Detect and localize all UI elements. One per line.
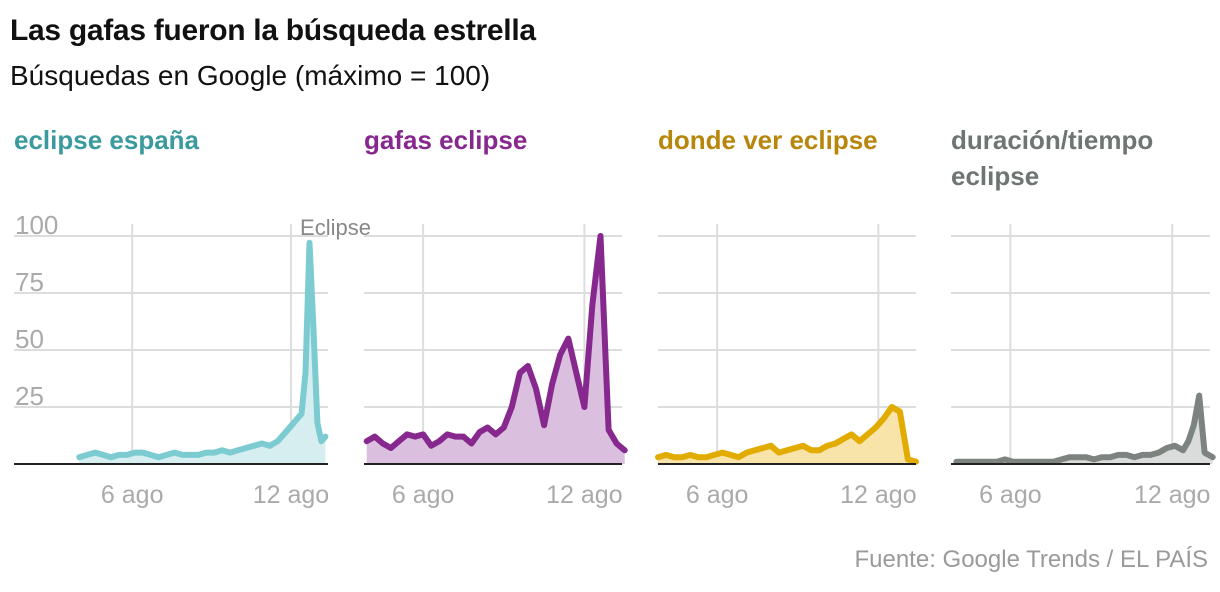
series-area bbox=[956, 395, 1213, 464]
x-tick-label: 12 ago bbox=[546, 481, 622, 509]
series-area bbox=[366, 236, 625, 464]
y-tick-label: 75 bbox=[15, 267, 44, 297]
chart-subtitle: Búsquedas en Google (máximo = 100) bbox=[10, 60, 491, 91]
series-area bbox=[79, 242, 326, 464]
source-note: Fuente: Google Trends / EL PAÍS bbox=[854, 546, 1208, 573]
panel-title-eclipse-espana: eclipse españa bbox=[14, 125, 199, 155]
x-tick-label: 6 ago bbox=[686, 481, 749, 509]
y-tick-label: 100 bbox=[15, 210, 58, 240]
y-tick-label: 50 bbox=[15, 324, 44, 354]
series-line bbox=[76, 239, 329, 461]
series-line bbox=[655, 404, 919, 465]
series-area bbox=[658, 407, 916, 464]
panel-title-duracion-tiempo-eclipse: duración/tiempo eclipse bbox=[951, 125, 1154, 191]
series-line bbox=[953, 392, 1216, 465]
x-tick-label: 6 ago bbox=[101, 481, 164, 509]
annotation-label: Eclipse bbox=[300, 215, 371, 240]
x-tick-label: 12 ago bbox=[1134, 481, 1210, 509]
x-tick-label: 12 ago bbox=[840, 481, 916, 509]
series-line bbox=[363, 233, 628, 454]
panel-title-gafas-eclipse: gafas eclipse bbox=[364, 125, 528, 155]
y-tick-label: 25 bbox=[15, 381, 44, 411]
chart-title: Las gafas fueron la búsqueda estrella bbox=[10, 14, 536, 47]
x-tick-label: 12 ago bbox=[253, 481, 329, 509]
x-tick-label: 6 ago bbox=[392, 481, 455, 509]
panel-title-donde-ver-eclipse: donde ver eclipse bbox=[658, 125, 878, 155]
x-tick-label: 6 ago bbox=[979, 481, 1042, 509]
